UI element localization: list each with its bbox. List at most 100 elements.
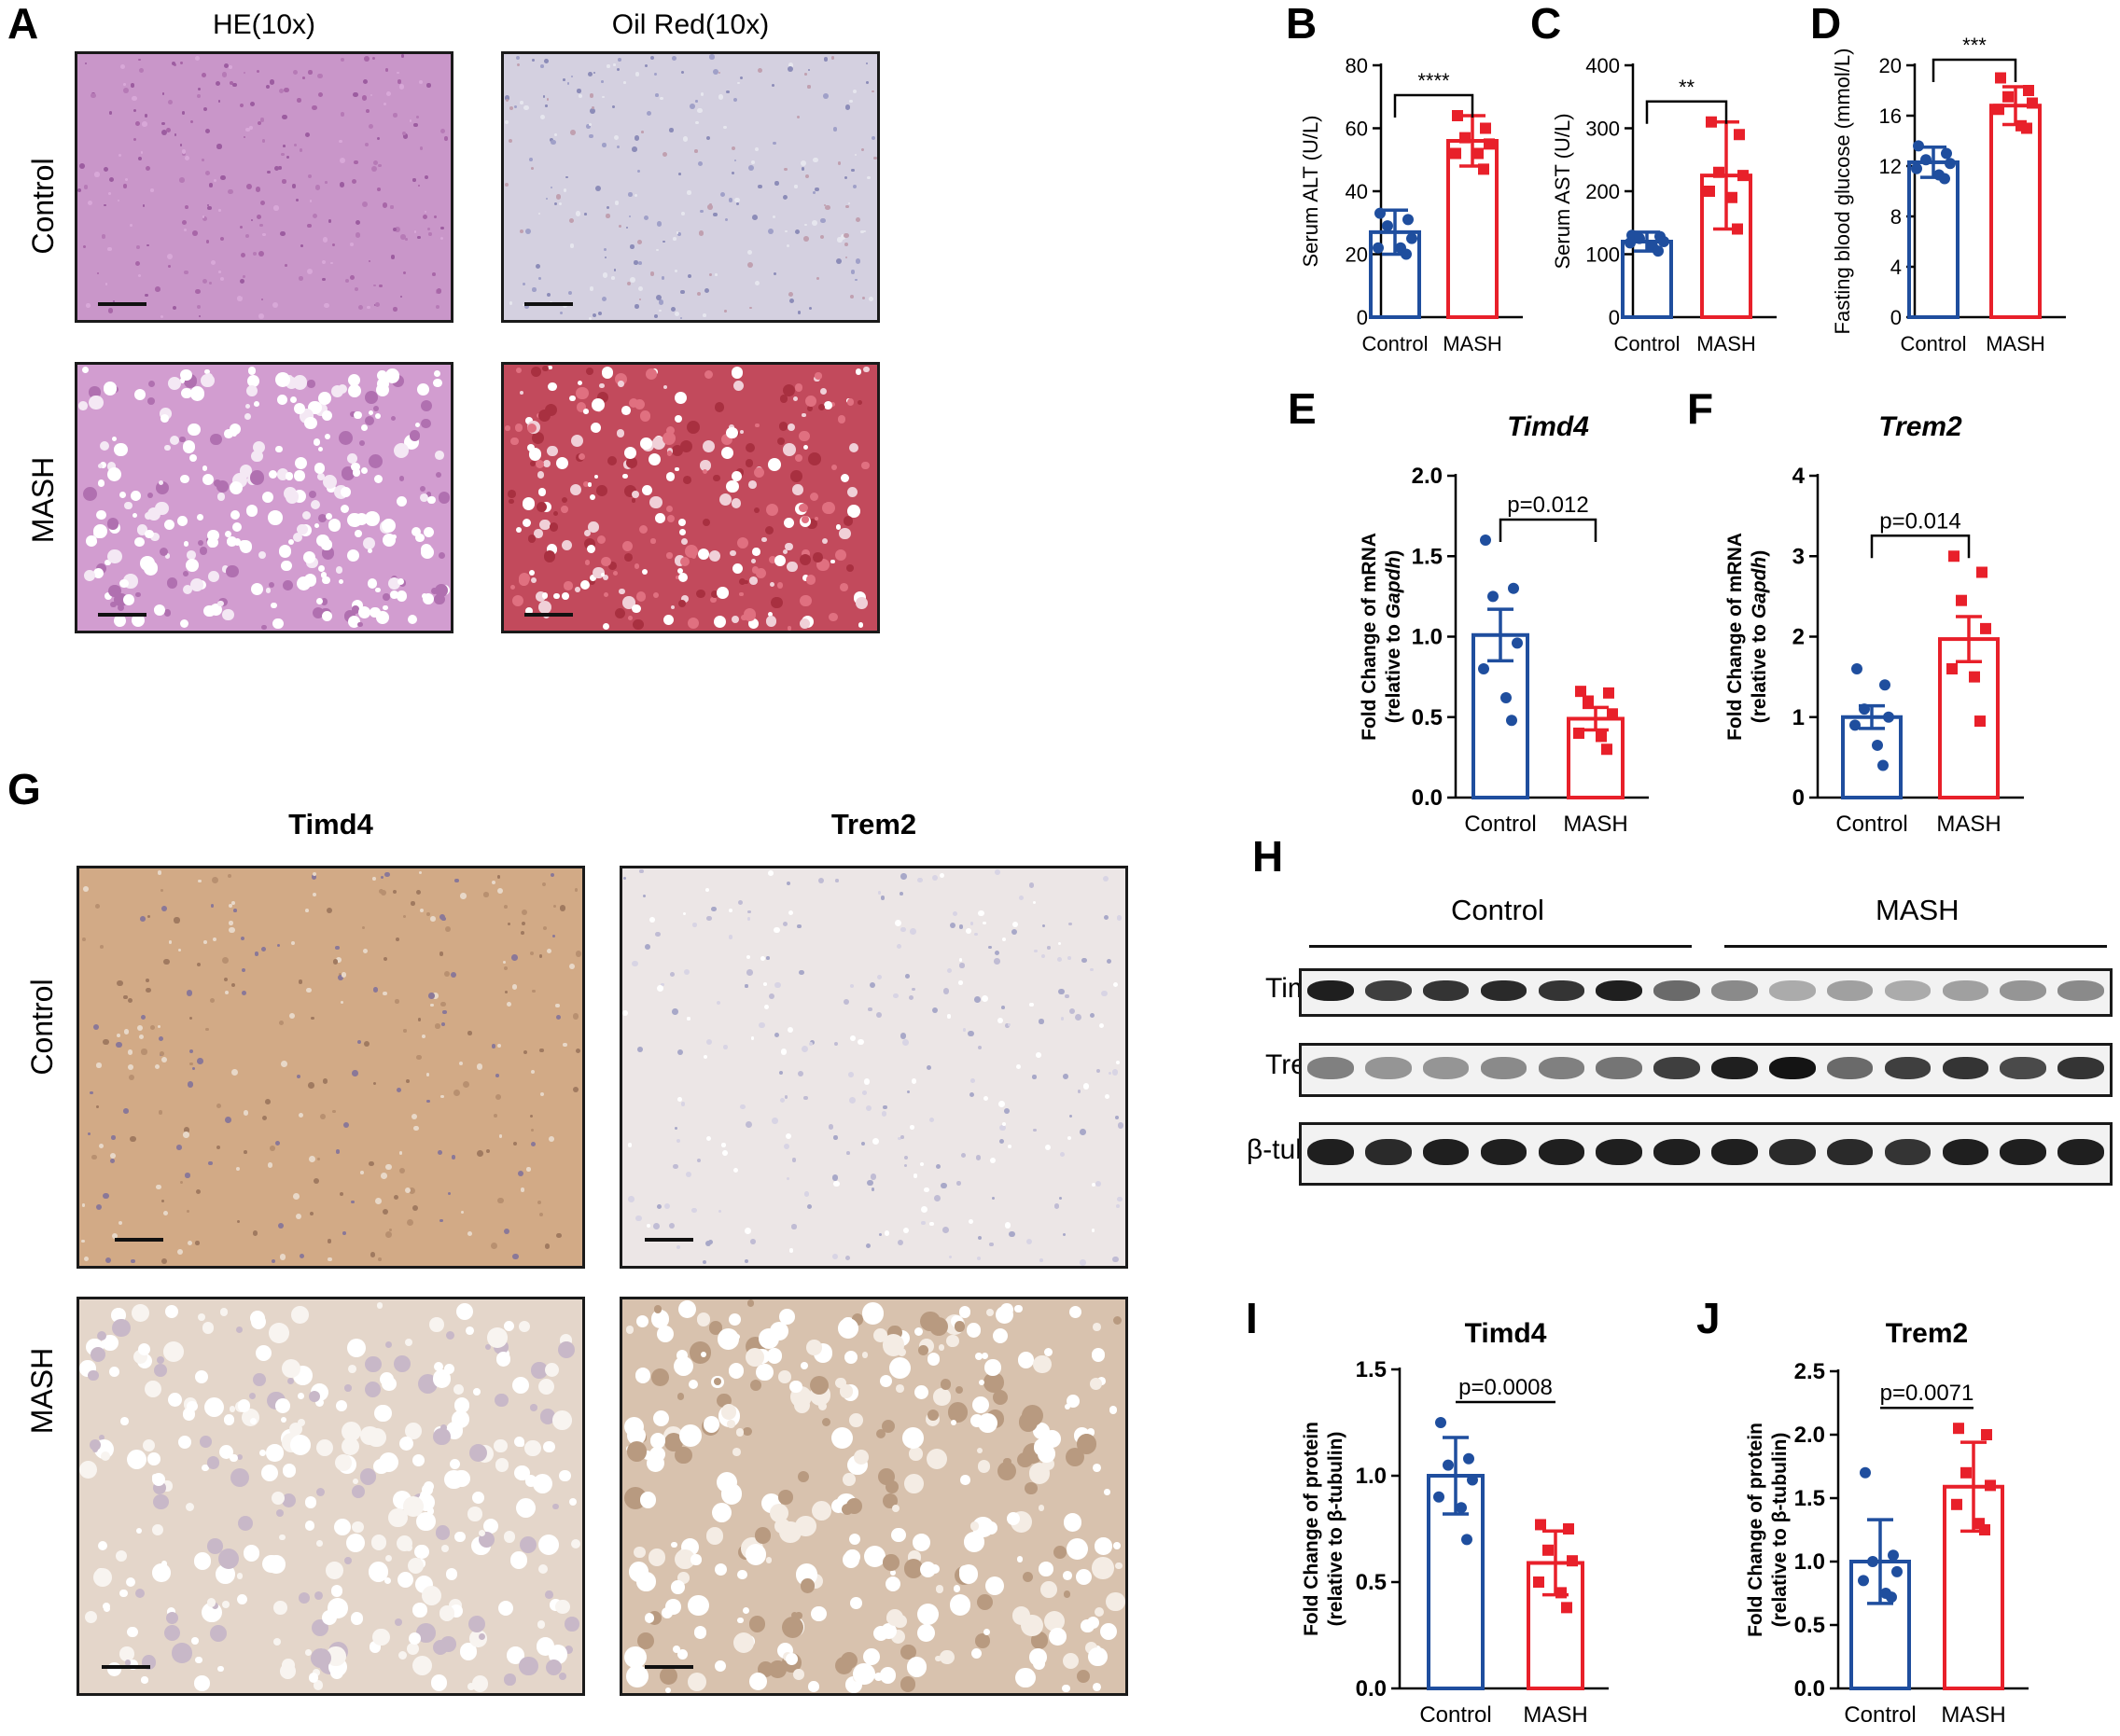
- tissue-texture: [654, 513, 665, 524]
- tissue-texture: [956, 1181, 962, 1187]
- tissue-texture: [216, 493, 226, 502]
- tissue-texture: [523, 518, 532, 527]
- tissue-texture: [372, 1628, 391, 1646]
- tissue-texture: [377, 370, 387, 382]
- tissue-texture: [1058, 988, 1065, 994]
- data-point: [1851, 663, 1862, 674]
- tissue-texture: [150, 188, 154, 192]
- wb-band: [1538, 980, 1585, 1001]
- tissue-texture: [132, 512, 138, 519]
- tissue-texture: [537, 1201, 542, 1205]
- tissue-texture: [131, 1304, 150, 1323]
- tissue-texture: [1065, 1447, 1084, 1467]
- tissue-texture: [297, 523, 308, 535]
- tissue-texture: [731, 146, 736, 151]
- tissue-texture: [583, 481, 589, 487]
- tissue-texture: [891, 1504, 900, 1512]
- wb-band: [1480, 980, 1527, 1001]
- tissue-texture: [231, 82, 237, 88]
- tissue-texture: [203, 940, 208, 945]
- tissue-texture: [779, 395, 788, 403]
- tissue-texture: [704, 287, 710, 293]
- tissue-texture: [1063, 1653, 1080, 1670]
- tissue-texture: [362, 201, 369, 207]
- tissue-texture: [745, 459, 754, 467]
- tissue-texture: [679, 440, 692, 452]
- data-point: [1634, 232, 1645, 244]
- significance-label: p=0.0008: [1458, 1375, 1553, 1400]
- tissue-texture: [332, 243, 336, 246]
- tissue-texture: [317, 91, 324, 98]
- tissue-texture: [422, 214, 427, 219]
- tissue-texture: [316, 1540, 324, 1547]
- tissue-texture: [274, 165, 280, 171]
- tissue-texture: [1092, 1683, 1101, 1692]
- tissue-texture: [373, 303, 377, 307]
- tissue-texture: [1064, 1403, 1070, 1410]
- tissue-texture: [1043, 1610, 1065, 1632]
- tissue-texture: [417, 1373, 438, 1394]
- tissue-texture: [365, 391, 379, 405]
- tissue-texture: [217, 100, 221, 103]
- x-tick-label: Control: [1835, 812, 1907, 837]
- tissue-texture: [210, 433, 222, 445]
- tissue-texture: [509, 301, 513, 305]
- tissue-texture: [398, 1650, 408, 1660]
- tissue-texture: [589, 286, 594, 292]
- tissue-texture: [647, 1453, 665, 1472]
- y-tick-label: 2.5: [1794, 1359, 1825, 1384]
- tissue-texture: [117, 604, 124, 611]
- tissue-texture: [1018, 896, 1024, 901]
- tissue-texture: [411, 1453, 425, 1467]
- tissue-texture: [998, 1138, 1005, 1145]
- tissue-texture: [187, 1081, 194, 1088]
- tissue-texture: [789, 298, 795, 303]
- tissue-texture: [968, 1030, 974, 1036]
- he-control-micrograph: [75, 51, 453, 323]
- tissue-texture: [942, 988, 950, 994]
- tissue-texture: [977, 1235, 982, 1240]
- tissue-texture: [538, 276, 542, 280]
- tissue-texture: [862, 296, 866, 299]
- tissue-texture: [146, 988, 151, 993]
- tissue-texture: [332, 959, 339, 965]
- tissue-texture: [409, 430, 421, 441]
- tissue-texture: [1040, 953, 1046, 959]
- tissue-texture: [745, 1544, 767, 1565]
- tissue-texture: [487, 1327, 508, 1349]
- tissue-texture: [711, 906, 717, 912]
- tissue-texture: [537, 212, 540, 215]
- tissue-texture: [292, 69, 298, 76]
- tissue-texture: [902, 1427, 924, 1449]
- y-tick-label: 300: [1585, 118, 1620, 141]
- tissue-texture: [958, 980, 963, 985]
- tissue-texture: [543, 459, 551, 467]
- tissue-texture: [196, 1189, 202, 1195]
- tissue-texture: [416, 116, 420, 119]
- data-point: [1603, 687, 1614, 699]
- tissue-texture: [225, 564, 239, 578]
- significance-label: **: [1679, 76, 1695, 99]
- tissue-texture: [794, 185, 798, 188]
- tissue-texture: [421, 546, 435, 560]
- tissue-texture: [1091, 1228, 1095, 1232]
- tissue-texture: [453, 1531, 466, 1543]
- y-tick-label: 80: [1346, 54, 1368, 77]
- tissue-texture: [525, 416, 534, 424]
- tissue-texture: [179, 177, 185, 183]
- tissue-texture: [286, 472, 294, 480]
- tissue-texture: [741, 614, 747, 621]
- tissue-texture: [985, 1309, 995, 1317]
- tissue-texture: [107, 192, 111, 195]
- tissue-texture: [970, 1077, 975, 1083]
- tissue-texture: [368, 410, 373, 415]
- tissue-texture: [188, 1049, 193, 1054]
- tissue-texture: [592, 312, 596, 317]
- tissue-texture: [151, 1472, 166, 1487]
- tissue-texture: [87, 201, 93, 206]
- tissue-texture: [676, 1139, 681, 1144]
- tissue-texture: [97, 479, 105, 487]
- tissue-texture: [635, 1215, 642, 1222]
